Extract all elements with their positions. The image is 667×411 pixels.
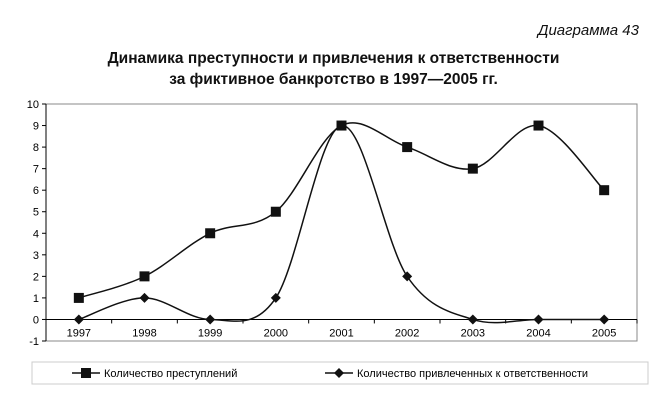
y-tick-label: 10	[27, 99, 39, 111]
y-tick-label: 1	[33, 293, 39, 305]
y-tick-label: 5	[33, 207, 39, 219]
x-tick-label: 2004	[526, 327, 550, 339]
plot-frame	[45, 103, 638, 342]
series-line-2	[78, 124, 605, 324]
y-tick-label: 7	[33, 164, 39, 176]
diagram-number: Диаграмма 43	[537, 22, 639, 39]
y-tick-label: 8	[33, 142, 39, 154]
x-tick-label: 1999	[198, 327, 222, 339]
chart-title-line2: за фиктивное банкротство в 1997—2005 гг.	[169, 71, 498, 88]
data-point-diamond	[533, 314, 544, 325]
data-point-square	[270, 206, 281, 217]
data-point-diamond	[467, 314, 478, 325]
data-point-diamond	[139, 292, 150, 303]
data-point-diamond	[599, 314, 610, 325]
legend-label: Количество привлеченных к ответственност…	[357, 368, 588, 380]
y-tick-label: 0	[33, 314, 39, 326]
y-tick-label: 2	[33, 271, 39, 283]
y-tick-label: 9	[33, 121, 39, 133]
x-tick-label: 1998	[132, 327, 156, 339]
data-point-diamond	[73, 314, 84, 325]
data-point-diamond	[205, 314, 216, 325]
legend-marker-diamond	[334, 368, 344, 378]
legend-label: Количество преступлений	[104, 368, 237, 380]
series-line-1	[78, 122, 605, 299]
x-tick-label: 1997	[67, 327, 91, 339]
data-point-square	[533, 120, 544, 131]
data-point-diamond	[402, 271, 413, 282]
data-point-diamond	[270, 292, 281, 303]
y-tick-label: -1	[29, 336, 39, 348]
data-point-square	[467, 163, 478, 174]
data-point-diamond	[336, 120, 347, 131]
data-point-square	[205, 228, 216, 239]
x-tick-label: 2003	[461, 327, 485, 339]
y-tick-label: 4	[33, 228, 39, 240]
data-point-square	[73, 292, 84, 303]
x-tick-label: 2002	[395, 327, 419, 339]
x-tick-label: 2001	[329, 327, 353, 339]
x-tick-label: 2000	[264, 327, 288, 339]
legend-marker-square	[81, 368, 91, 378]
data-point-square	[139, 271, 150, 282]
chart-title-line1: Динамика преступности и привлечения к от…	[107, 50, 560, 67]
x-tick-label: 2005	[592, 327, 616, 339]
data-point-square	[402, 142, 413, 153]
data-point-square	[599, 185, 610, 196]
y-tick-label: 3	[33, 250, 39, 262]
y-tick-label: 6	[33, 185, 39, 197]
